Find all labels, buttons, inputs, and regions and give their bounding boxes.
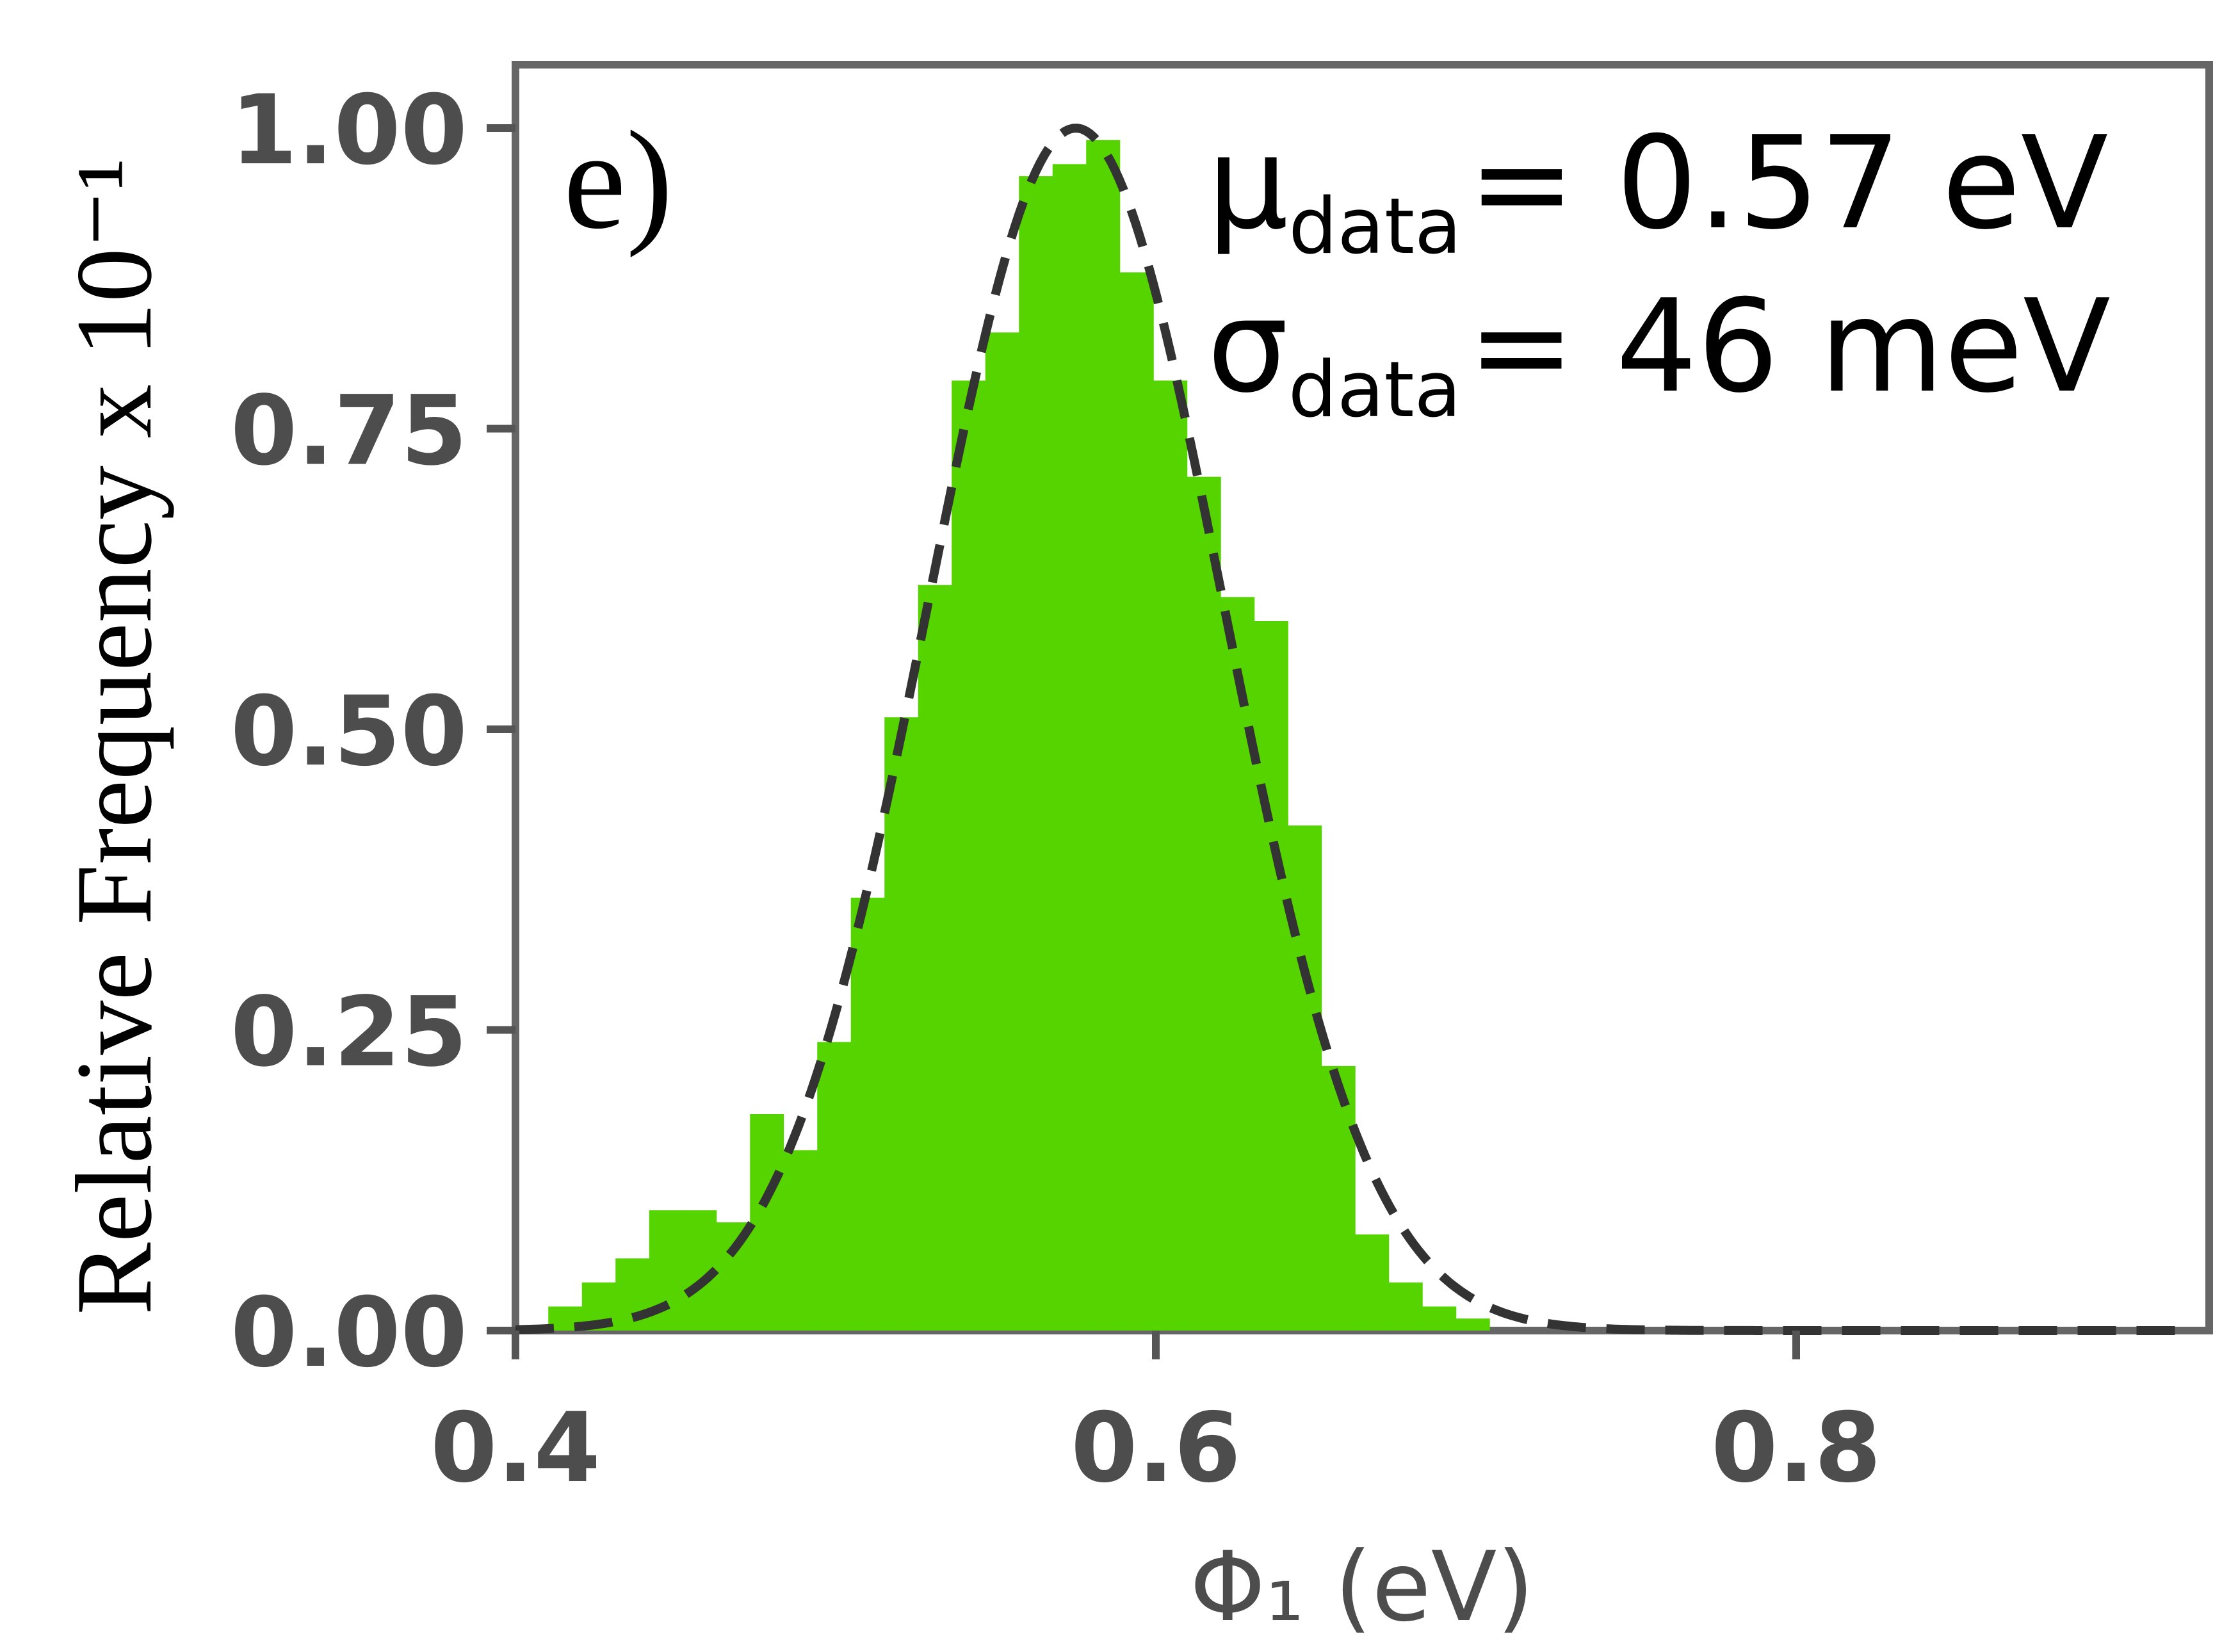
x-tick-label-0: 0.4 (430, 1393, 601, 1504)
histogram-bar-15 (1052, 164, 1087, 1331)
histogram-bar-27 (1456, 1318, 1490, 1331)
histogram-bar-11 (918, 585, 952, 1331)
y-tick-label-2: 0.50 (231, 676, 467, 788)
histogram-bar-24 (1355, 1234, 1390, 1331)
histogram-bar-10 (884, 717, 919, 1331)
y-tick-label-3: 0.75 (231, 376, 467, 487)
mu-symbol: μ (1207, 109, 1288, 258)
sigma-annotation: σdata= 46 meV (1207, 272, 2111, 435)
sigma-value: = 46 meV (1468, 272, 2111, 421)
x-axis: 0.4 0.6 0.8 (430, 1331, 1881, 1504)
x-axis-title: Φ₁ (eV) (1190, 1532, 1534, 1643)
histogram-bar-22 (1288, 825, 1322, 1331)
histogram-bar-18 (1153, 380, 1188, 1331)
y-tick-label-0: 0.00 (231, 1277, 467, 1389)
histogram-bars (548, 140, 1490, 1331)
histogram-bar-19 (1187, 476, 1221, 1331)
histogram-bar-21 (1254, 620, 1288, 1331)
histogram-bar-2 (615, 1258, 650, 1331)
y-axis-title: Relative Frequency x 10⁻¹ (54, 158, 174, 1315)
histogram-bar-26 (1422, 1306, 1457, 1331)
gaussian-fit-curve (515, 124, 2180, 1335)
sigma-symbol: σ (1207, 272, 1288, 421)
histogram-bar-8 (817, 1042, 852, 1331)
histogram-bar-13 (985, 332, 1019, 1331)
y-axis: 0.00 0.25 0.50 0.75 1.00 (231, 75, 515, 1389)
histogram-bar-14 (1019, 176, 1053, 1331)
x-tick-label-1: 0.6 (1071, 1393, 1241, 1504)
histogram-bar-17 (1119, 272, 1154, 1331)
sigma-subscript: data (1288, 346, 1461, 435)
y-tick-label-4: 1.00 (231, 75, 467, 186)
histogram-bar-7 (783, 1150, 818, 1331)
panel-label: e) (564, 102, 673, 258)
x-tick-label-2: 0.8 (1711, 1393, 1881, 1504)
histogram-bar-23 (1321, 1065, 1356, 1331)
mu-subscript: data (1288, 182, 1461, 271)
histogram-bar-12 (952, 380, 986, 1331)
histogram-bar-6 (750, 1113, 784, 1331)
histogram-bar-20 (1220, 597, 1255, 1331)
histogram-bar-16 (1086, 140, 1121, 1331)
mean-annotation: μdata= 0.57 eV (1207, 109, 2108, 271)
histogram-bar-9 (850, 897, 885, 1331)
mu-value: = 0.57 eV (1468, 109, 2109, 258)
histogram-bar-25 (1388, 1282, 1423, 1331)
y-tick-label-1: 0.25 (231, 977, 467, 1089)
